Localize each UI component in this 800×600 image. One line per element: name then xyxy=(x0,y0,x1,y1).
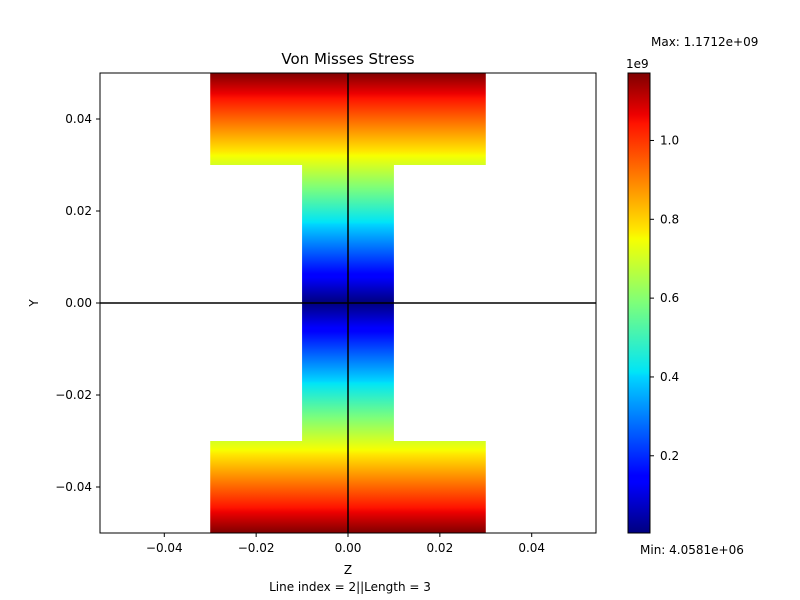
footer-label: Line index = 2||Length = 3 xyxy=(269,580,431,594)
y-tick-label: 0.02 xyxy=(65,204,92,218)
colorbar-tick-label: 0.6 xyxy=(660,291,679,305)
colorbar-min-label: Min: 4.0581e+06 xyxy=(640,543,744,557)
colorbar-tick-label: 0.2 xyxy=(660,449,679,463)
x-tick-label: 0.00 xyxy=(335,541,362,555)
x-tick-label: −0.04 xyxy=(146,541,183,555)
x-tick-label: 0.02 xyxy=(426,541,453,555)
y-tick-label: −0.02 xyxy=(55,388,92,402)
y-axis: 0.04 0.02 0.00 −0.02 −0.04 xyxy=(55,112,100,494)
colorbar xyxy=(627,72,651,534)
x-tick-label: 0.04 xyxy=(518,541,545,555)
colorbar-max-label: Max: 1.1712e+09 xyxy=(651,35,758,49)
colorbar-ticks: 0.2 0.4 0.6 0.8 1.0 xyxy=(650,133,679,463)
colorbar-tick-label: 1.0 xyxy=(660,133,679,147)
x-axis: −0.04 −0.02 0.00 0.02 0.04 xyxy=(146,533,545,555)
x-axis-label: Z xyxy=(344,563,352,577)
y-tick-label: 0.00 xyxy=(65,296,92,310)
y-axis-label: Y xyxy=(27,299,41,308)
y-tick-label: −0.04 xyxy=(55,480,92,494)
colorbar-scale-label: 1e9 xyxy=(626,57,649,71)
y-tick-label: 0.04 xyxy=(65,112,92,126)
colorbar-tick-label: 0.8 xyxy=(660,212,679,226)
colorbar-tick-label: 0.4 xyxy=(660,370,679,384)
x-tick-label: −0.02 xyxy=(238,541,275,555)
chart-title: Von Misses Stress xyxy=(281,50,414,68)
